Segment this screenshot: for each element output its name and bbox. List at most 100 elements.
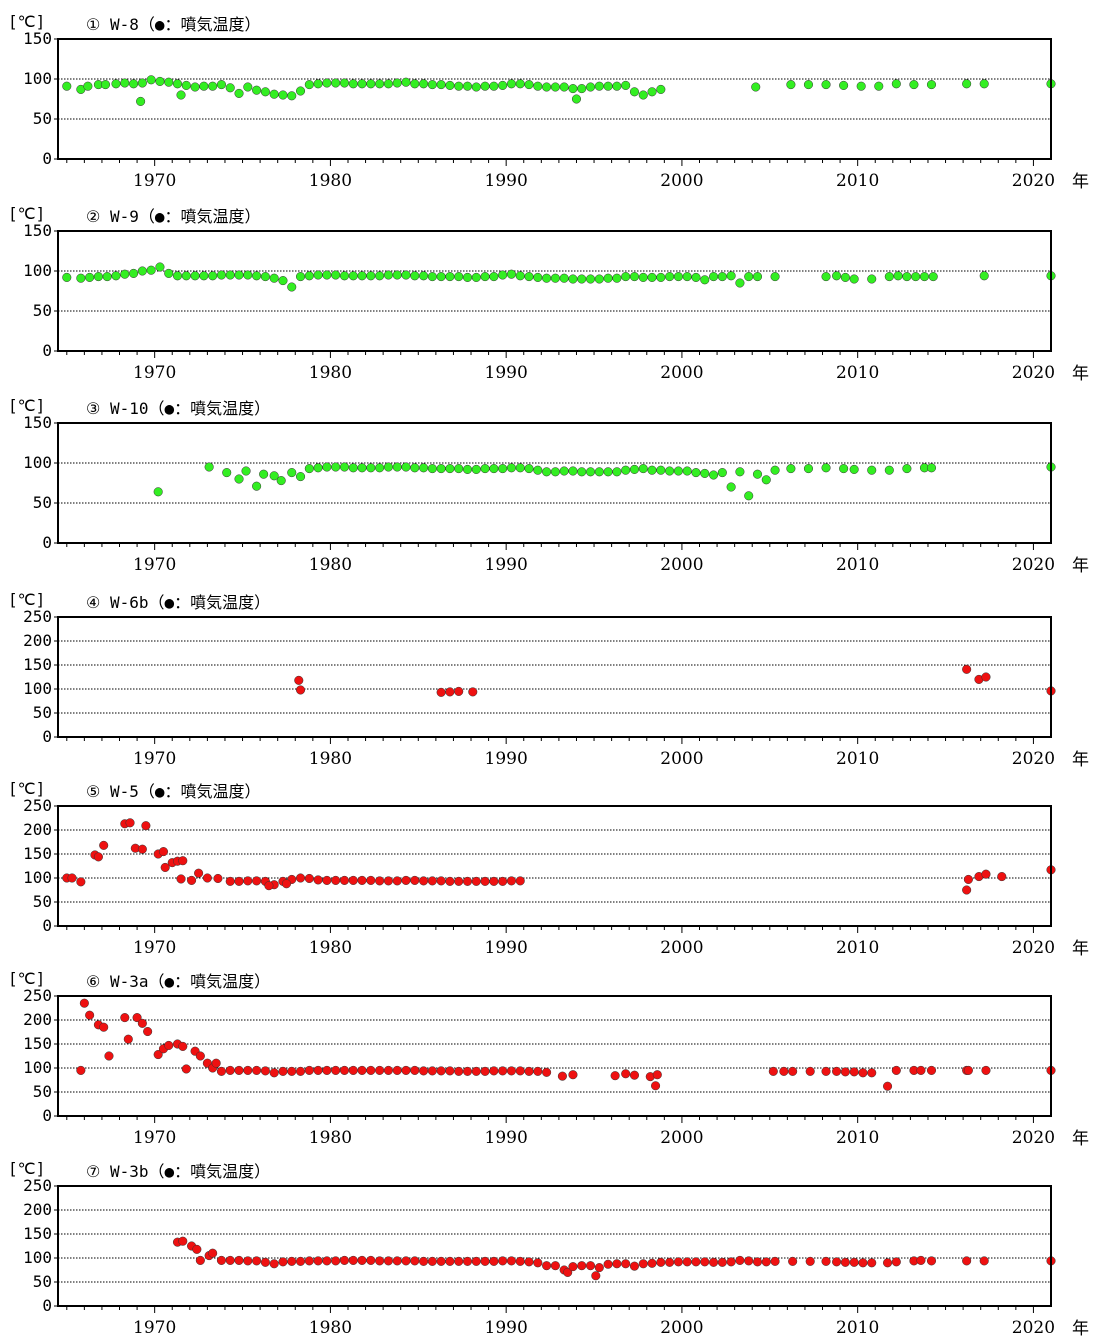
- data-point: [498, 1066, 508, 1076]
- data-point: [366, 1065, 376, 1075]
- data-point: [647, 465, 657, 475]
- data-point: [919, 272, 930, 282]
- data-point: [585, 1261, 596, 1271]
- data-point: [295, 272, 306, 282]
- data-point: [260, 272, 270, 282]
- data-point: [225, 1065, 235, 1075]
- data-point: [805, 1066, 815, 1076]
- data-point: [744, 272, 754, 282]
- data-point: [419, 1066, 429, 1076]
- x-tick-label: 1970: [133, 555, 176, 575]
- data-point: [768, 1066, 778, 1076]
- data-point: [295, 1256, 306, 1266]
- x-tick-label: 1980: [309, 1128, 352, 1148]
- data-point: [243, 876, 253, 886]
- data-point: [700, 1257, 710, 1267]
- panel-title: ④ W-6b（●：噴気温度）: [86, 593, 270, 612]
- plot-frame: [57, 422, 1052, 544]
- chart-panel-3: [℃] ③ W-10（●：噴気温度） 150 100 50 0 1970 1980 1990 20…: [8, 396, 1089, 576]
- unit-label: [℃]: [8, 396, 45, 415]
- x-tick-label: 2000: [660, 938, 703, 958]
- data-point: [211, 1058, 221, 1068]
- data-point: [445, 687, 455, 697]
- data-point: [909, 80, 919, 90]
- data-point: [506, 463, 516, 473]
- data-point: [506, 1256, 516, 1266]
- data-point: [419, 1256, 429, 1266]
- data-point: [603, 1259, 613, 1269]
- data-point: [761, 1257, 771, 1267]
- data-point: [225, 1255, 235, 1265]
- data-point: [550, 273, 560, 283]
- data-point: [252, 1256, 262, 1266]
- data-point: [445, 80, 455, 90]
- unit-label: [℃]: [8, 969, 45, 988]
- data-point: [304, 873, 314, 884]
- data-point: [981, 869, 991, 879]
- unit-label: [℃]: [8, 1159, 45, 1178]
- data-point: [366, 463, 376, 473]
- data-point: [252, 271, 262, 281]
- data-point: [269, 1259, 279, 1269]
- data-point: [132, 1013, 142, 1023]
- y-tick-label: 150: [23, 844, 52, 863]
- data-point: [172, 79, 183, 89]
- data-point: [786, 464, 796, 474]
- data-point: [524, 80, 534, 90]
- x-axis-suffix: 年: [1072, 1129, 1089, 1149]
- data-point: [331, 78, 341, 88]
- data-point: [621, 272, 631, 282]
- data-point: [392, 1256, 402, 1266]
- data-point: [427, 876, 437, 886]
- data-point: [234, 474, 244, 484]
- data-point: [673, 272, 683, 282]
- data-point: [313, 79, 323, 89]
- y-tick-label: 200: [23, 631, 52, 650]
- data-point: [331, 1065, 341, 1075]
- data-point: [524, 1066, 534, 1076]
- data-point: [339, 1065, 350, 1075]
- data-point: [375, 79, 385, 89]
- data-point: [717, 272, 727, 282]
- x-tick-label: 2010: [836, 555, 879, 575]
- x-tick-label: 1980: [309, 1318, 352, 1338]
- data-point: [665, 272, 675, 282]
- y-tick-label: 100: [23, 868, 52, 887]
- data-point: [160, 862, 170, 872]
- data-point: [629, 1070, 640, 1080]
- data-point: [489, 1256, 499, 1266]
- data-point: [577, 274, 587, 284]
- data-point: [568, 84, 578, 94]
- data-point: [331, 875, 341, 885]
- data-point: [445, 876, 455, 886]
- data-point: [348, 1065, 358, 1075]
- data-point: [480, 464, 490, 474]
- x-tick-label: 1970: [133, 363, 176, 383]
- x-tick-label: 2020: [1012, 749, 1055, 769]
- data-point: [979, 1256, 989, 1266]
- data-point: [962, 1256, 972, 1266]
- data-point: [401, 1065, 411, 1075]
- data-point: [867, 1068, 877, 1078]
- data-point: [471, 82, 481, 92]
- data-point: [752, 272, 763, 282]
- chart-panel-2: [℃] ② W-9（●：噴気温度） 150 100 50 0 1970 1980 1990 200…: [8, 204, 1089, 384]
- data-point: [506, 269, 516, 279]
- data-point: [902, 272, 912, 282]
- data-point: [709, 1257, 719, 1267]
- data-point: [621, 80, 631, 90]
- data-point: [436, 1066, 446, 1076]
- y-tick-label: 0: [42, 916, 52, 935]
- data-point: [410, 1065, 420, 1075]
- data-point: [770, 1256, 780, 1266]
- data-point: [234, 1255, 244, 1265]
- data-point: [691, 1257, 701, 1267]
- data-point: [276, 476, 286, 486]
- data-point: [120, 269, 130, 279]
- data-point: [550, 1261, 560, 1271]
- data-point: [427, 1256, 437, 1266]
- data-point: [883, 1258, 893, 1268]
- data-point: [542, 467, 552, 477]
- data-point: [498, 80, 508, 90]
